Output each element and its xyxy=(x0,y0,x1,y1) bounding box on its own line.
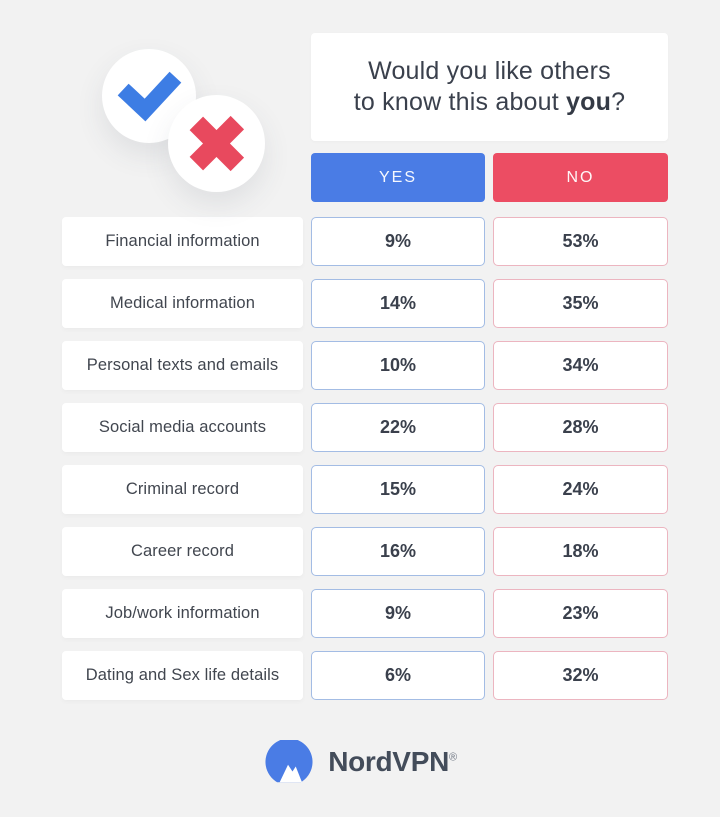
data-table: Financial information 9% 53% Medical inf… xyxy=(62,217,668,700)
yes-value-cell: 9% xyxy=(311,217,485,266)
page-title: Would you like others to know this about … xyxy=(353,57,626,116)
no-value-cell: 28% xyxy=(493,403,668,452)
no-badge xyxy=(168,95,265,192)
row-label: Job/work information xyxy=(62,589,303,638)
yes-badge xyxy=(102,49,196,143)
no-value-cell: 34% xyxy=(493,341,668,390)
brand-name: NordVPN® xyxy=(328,745,457,777)
row-label: Medical information xyxy=(62,279,303,328)
no-value-cell: 32% xyxy=(493,651,668,700)
no-value-cell: 53% xyxy=(493,217,668,266)
no-value-cell: 23% xyxy=(493,589,668,638)
x-icon xyxy=(168,95,265,192)
yes-value-cell: 14% xyxy=(311,279,485,328)
yes-value-cell: 10% xyxy=(311,341,485,390)
yes-column-header: YES xyxy=(311,153,485,202)
row-label: Career record xyxy=(62,527,303,576)
row-label: Criminal record xyxy=(62,465,303,514)
row-label: Personal texts and emails xyxy=(62,341,303,390)
title-card: Would you like others to know this about … xyxy=(311,33,668,141)
yes-value-cell: 9% xyxy=(311,589,485,638)
yes-value-cell: 6% xyxy=(311,651,485,700)
no-value-cell: 35% xyxy=(493,279,668,328)
row-label: Social media accounts xyxy=(62,403,303,452)
yes-value-cell: 16% xyxy=(311,527,485,576)
row-label: Financial information xyxy=(62,217,303,266)
no-value-cell: 18% xyxy=(493,527,668,576)
yes-value-cell: 15% xyxy=(311,465,485,514)
row-label: Dating and Sex life details xyxy=(62,651,303,700)
no-column-header: NO xyxy=(493,153,668,202)
nordvpn-logo-icon xyxy=(263,740,315,783)
yes-value-cell: 22% xyxy=(311,403,485,452)
no-value-cell: 24% xyxy=(493,465,668,514)
check-icon xyxy=(102,49,196,143)
brand-footer: NordVPN® xyxy=(0,740,720,783)
